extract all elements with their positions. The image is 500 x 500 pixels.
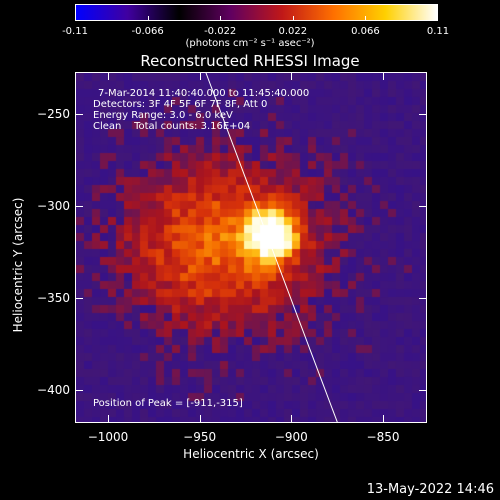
y-tick-label: −300 <box>37 199 70 214</box>
y-tick-mark <box>419 206 427 208</box>
x-tick-mark <box>383 415 384 423</box>
y-tick-label: −350 <box>37 291 70 306</box>
info-peak-position: Position of Peak = [-911,-315] <box>93 398 243 409</box>
x-tick-mark <box>199 72 201 80</box>
colorbar <box>75 4 438 21</box>
info-time-range: 7-Mar-2014 11:40:40.000 to 11:45:40.000 <box>98 88 310 99</box>
colorbar-tick-label: -0.022 <box>204 26 237 37</box>
y-tick-label: −400 <box>37 382 70 397</box>
colorbar-tick-mark <box>220 16 222 21</box>
x-tick-label: −1000 <box>87 430 129 444</box>
y-tick-mark <box>419 298 427 300</box>
info-energy-range: Energy Range: 3.0 - 6.0 keV <box>93 110 233 121</box>
y-tick-mark <box>75 298 83 300</box>
colorbar-tick-mark <box>437 16 438 21</box>
colorbar-tick-label: -0.11 <box>62 26 88 37</box>
colorbar-tick-mark <box>75 16 76 21</box>
rhessi-image-canvas <box>76 73 426 422</box>
timestamp: 13-May-2022 14:46 <box>366 482 494 497</box>
x-tick-label: −950 <box>183 430 217 444</box>
y-axis-label: Heliocentric Y (arcsec) <box>11 197 25 333</box>
y-tick-mark <box>419 389 427 391</box>
colorbar-tick-label: 0.022 <box>278 26 308 37</box>
colorbar-tick-mark <box>147 16 149 21</box>
colorbar-tick-mark <box>365 16 367 21</box>
x-axis-label: Heliocentric X (arcsec) <box>183 447 319 461</box>
info-clean-counts: Clean Total counts: 3.16E+04 <box>93 121 251 132</box>
x-tick-mark <box>383 72 384 80</box>
x-tick-mark <box>199 415 201 423</box>
solar-limb-line <box>205 73 338 422</box>
solar-image-plot: 7-Mar-2014 11:40:40.000 to 11:45:40.000 … <box>75 72 427 423</box>
x-tick-mark <box>291 415 293 423</box>
colorbar-tick-mark <box>292 16 294 21</box>
y-tick-mark <box>75 389 83 391</box>
colorbar-tick-label: 0.11 <box>426 26 450 37</box>
limb-line-overlay <box>205 73 338 422</box>
colorbar-tick-label: 0.066 <box>351 26 380 37</box>
x-tick-mark <box>108 72 109 80</box>
y-tick-label: −250 <box>37 107 70 122</box>
x-tick-label: −850 <box>366 430 400 444</box>
y-tick-mark <box>75 114 83 116</box>
x-tick-mark <box>108 415 109 423</box>
x-tick-mark <box>291 72 293 80</box>
info-detectors: Detectors: 3F 4F 5F 6F 7F 8F, Att 0 <box>93 99 268 110</box>
image-title: Reconstructed RHESSI Image <box>140 52 360 70</box>
y-tick-mark <box>419 114 427 116</box>
colorbar-unit-label: (photons cm⁻² s⁻¹ asec⁻²) <box>185 38 315 49</box>
colorbar-tick-label: -0.066 <box>131 26 164 37</box>
x-tick-label: −900 <box>274 430 308 444</box>
y-tick-mark <box>75 206 83 208</box>
